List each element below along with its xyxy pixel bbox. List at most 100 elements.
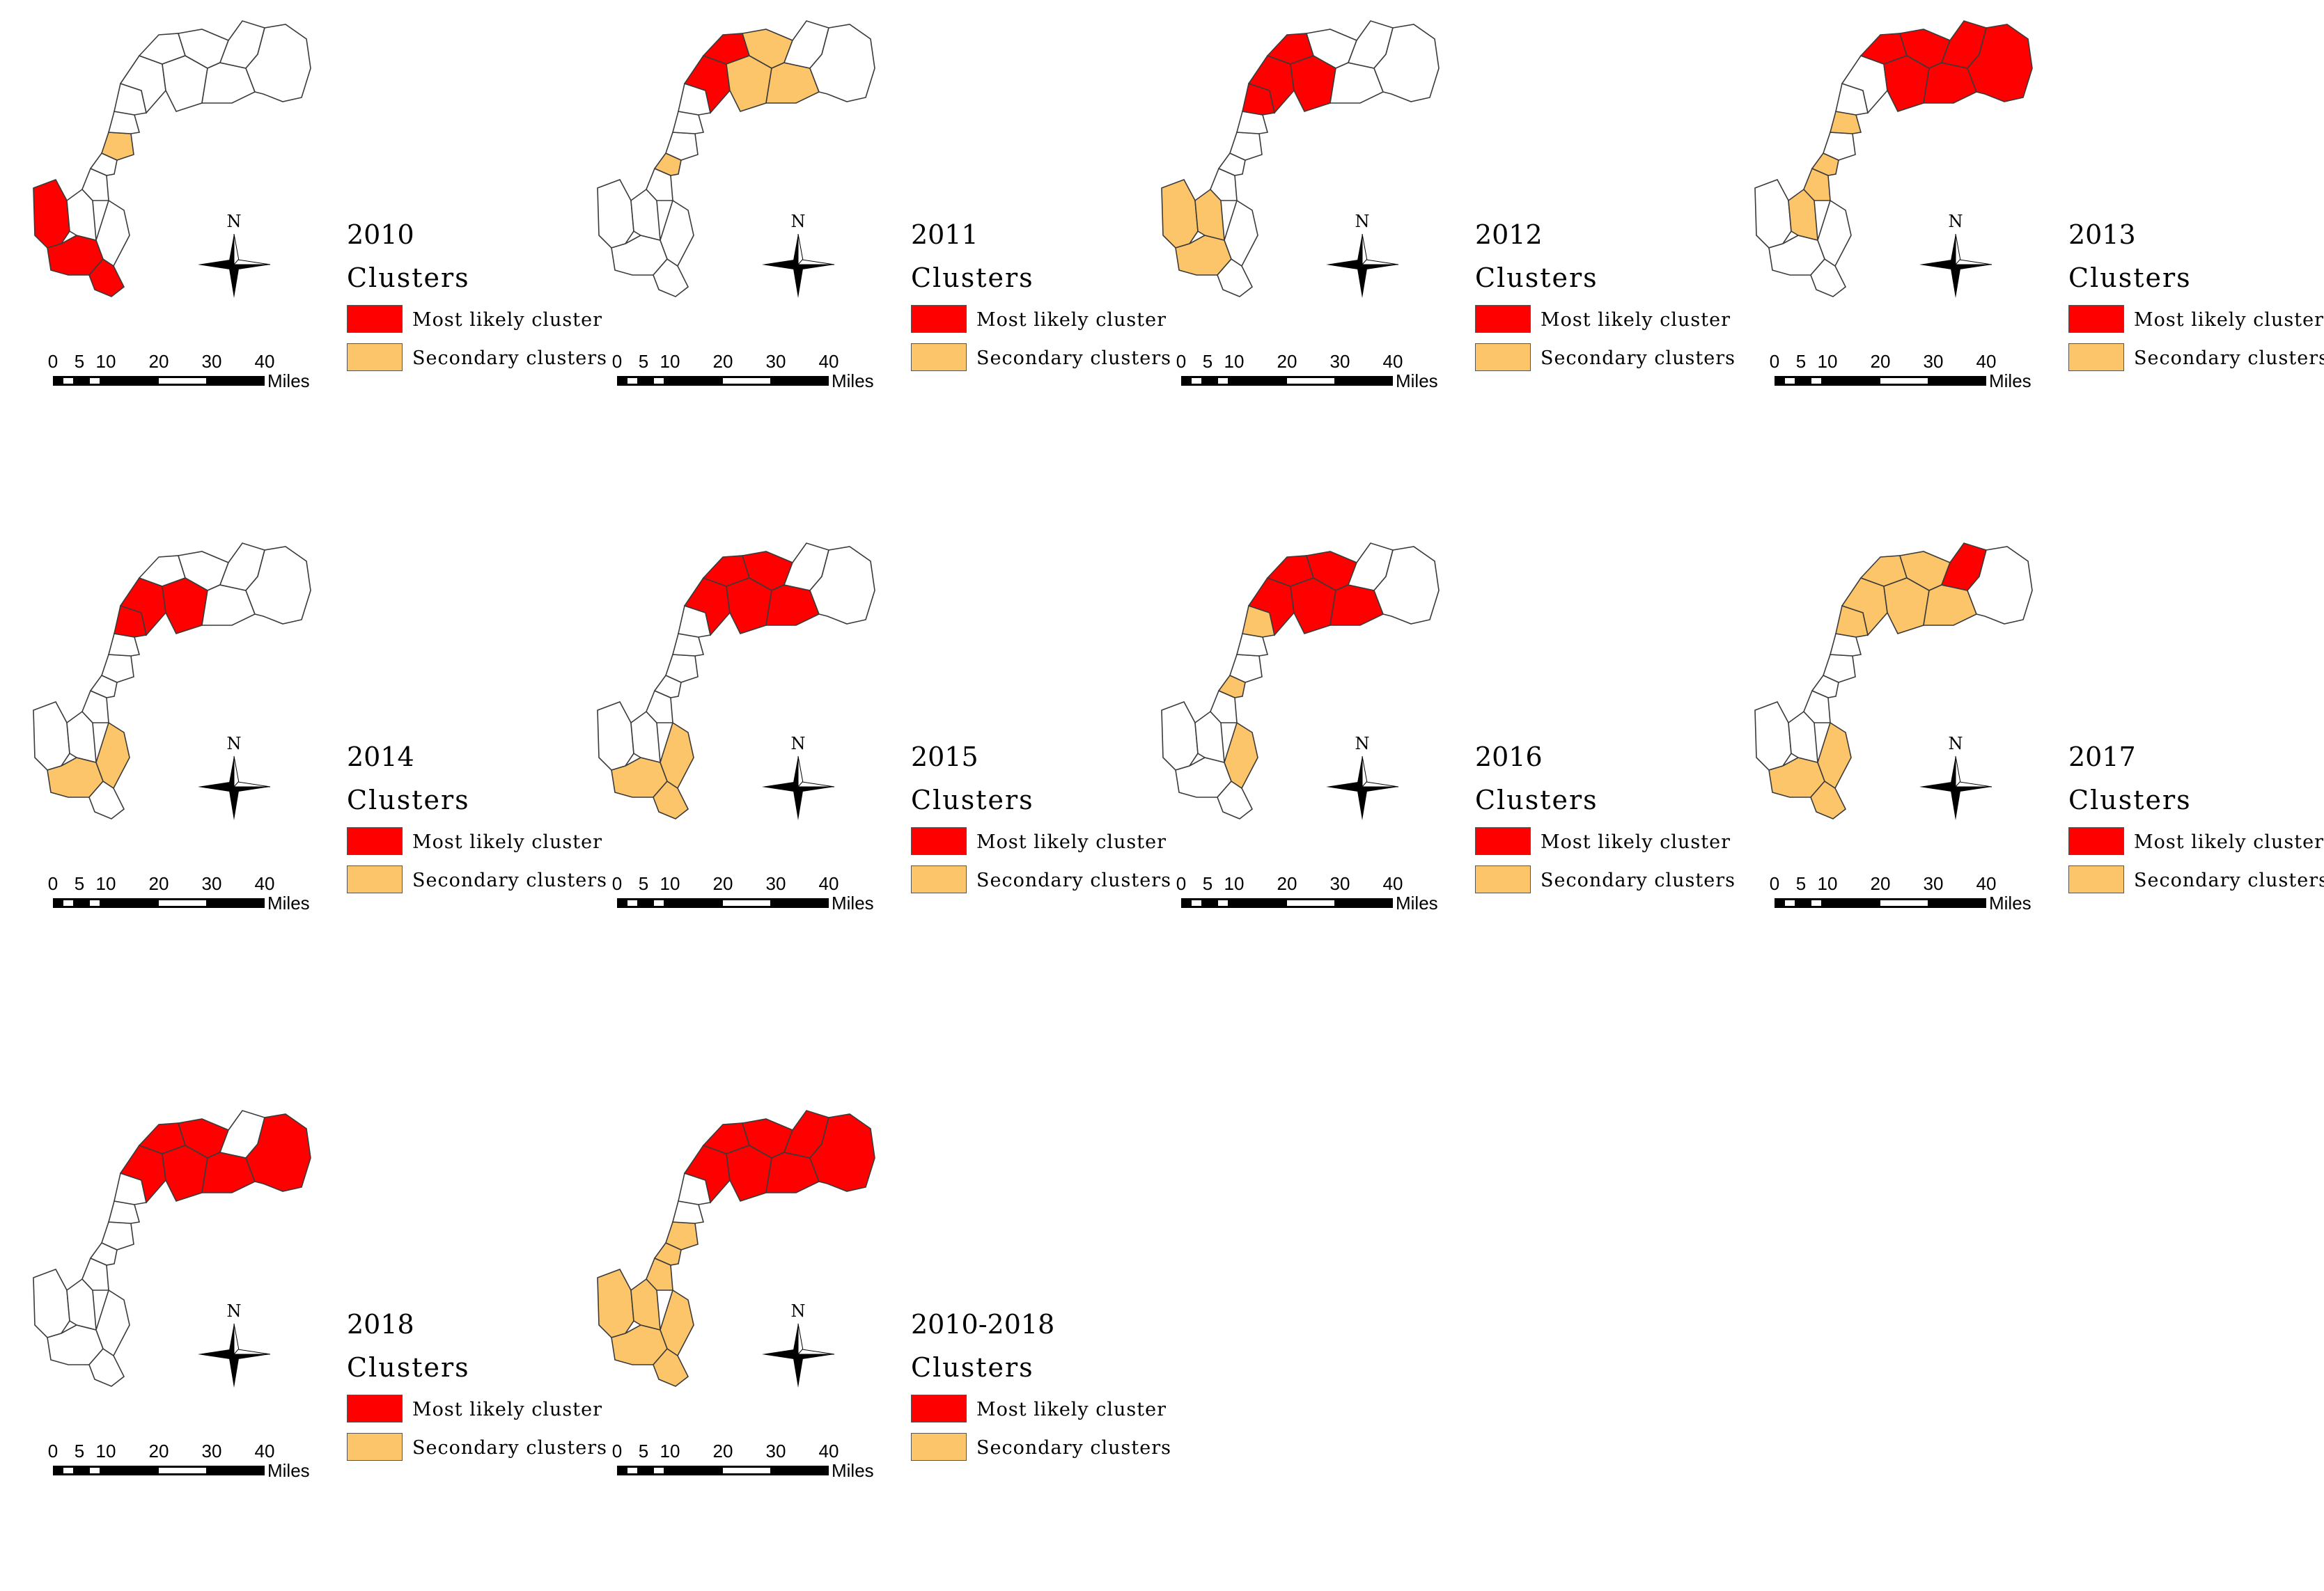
map-panel: N 0 5 10 20 30 40 Miles 2012 Clusters Most likely … [1148,14,1735,501]
compass-north-label: N [1355,212,1370,231]
compass-highlight [233,1349,271,1355]
map-region-r6 [653,1242,682,1266]
map-region-r8 [1235,111,1269,134]
scale-tick-label: 0 [612,1441,622,1461]
legend-item-most-likely: Most likely cluster [347,827,602,858]
legend-item-most-likely: Most likely cluster [1475,827,1730,858]
scale-tick-label: 40 [1976,873,1997,894]
compass-north-label: N [791,734,806,753]
scale-tick-label: 20 [149,351,169,372]
legend-label-secondary: Secondary clusters [2134,347,2324,369]
scale-tick-label: 10 [1224,351,1245,372]
map-region-r16 [245,546,311,625]
scale-bar-segment [63,1468,73,1473]
north-arrow-icon: N [1326,734,1399,820]
scale-tick-label: 0 [48,1441,58,1461]
scale-tick-label: 40 [819,1441,839,1461]
map-region-r7 [1229,654,1263,683]
panel-year-title: 2014 [347,742,414,772]
map-region-r16 [1967,24,2033,102]
compass-highlight [1954,259,1992,265]
scale-bar-segment [654,1468,664,1473]
scale-tick-label: 30 [1330,351,1350,372]
map-region-r0 [597,1269,634,1338]
north-arrow-icon: N [762,1301,835,1388]
compass-highlight [233,259,271,265]
legend-title: Clusters [2068,785,2192,815]
map-region-r8 [107,633,141,657]
compass-north-label: N [227,1301,242,1321]
compass-north-label: N [791,1301,806,1321]
scale-bar-segment [627,1468,637,1473]
scale-tick-label: 20 [1871,873,1891,894]
compass-west-point [198,782,234,792]
map-region-r6 [1217,675,1246,698]
legend-swatch-secondary [1475,865,1531,893]
legend: 2015 Clusters Most likely cluster Secondary… [911,742,1171,909]
scale-bar-segment [1785,900,1795,906]
county-map [1754,542,2033,820]
legend-item-secondary: Secondary clusters [911,1433,1171,1464]
scale-bar-segment [627,378,637,384]
scale-bar-segment [1811,378,1821,384]
compass-highlight [797,259,835,265]
panel-year-title: 2010 [347,219,414,250]
compass-south-point [1951,265,1960,298]
map-region-r5 [1224,199,1258,267]
scale-bar-segment [159,1468,206,1473]
map-region-r7 [101,132,134,161]
scale-tick-label: 10 [96,351,116,372]
legend: 2013 Clusters Most likely cluster Secondary… [2068,219,2324,386]
legend-swatch-most-likely [1475,305,1531,333]
scale-tick-label: 5 [1203,351,1212,372]
compass-north-label: N [227,734,242,753]
scale-unit-label: Miles [1989,370,2031,391]
scale-unit-label: Miles [267,1460,310,1481]
map-region-r16 [245,24,311,102]
scale-unit-label: Miles [832,370,874,391]
legend: 2018 Clusters Most likely cluster Secondary… [347,1309,607,1476]
north-arrow-icon: N [1919,212,1992,298]
legend-label-secondary: Secondary clusters [412,347,607,369]
legend-swatch-most-likely [2068,305,2124,333]
scale-bar-segment [1218,378,1228,384]
scale-bar-segment [723,900,770,906]
map-region-r7 [665,1221,699,1251]
scale-bar-segment [654,378,664,384]
compass-south-point [793,265,803,298]
panel-year-title: 2015 [911,742,978,772]
map-region-r0 [597,701,634,771]
scale-bar-segment [159,900,206,906]
scale-tick-label: 5 [75,351,84,372]
map-region-r8 [1829,111,1862,134]
map-region-r7 [665,654,699,683]
north-arrow-icon: N [198,734,271,820]
panel-year-title: 2010-2018 [911,1309,1055,1340]
scale-tick-label: 20 [713,873,733,894]
compass-highlight [1361,259,1399,265]
map-region-r5 [660,1289,694,1357]
north-arrow-icon: N [198,1301,271,1388]
map-region-r5 [1817,721,1852,790]
scale-tick-label: 20 [1871,351,1891,372]
map-region-r8 [671,633,705,657]
scale-tick-label: 10 [660,873,680,894]
scale-bar-segment [159,378,206,384]
scale-tick-label: 20 [713,1441,733,1461]
legend-item-most-likely: Most likely cluster [2068,827,2323,858]
map-region-r0 [1161,179,1199,249]
map-region-r8 [671,111,705,134]
map-region-r0 [597,179,634,249]
compass-highlight [797,781,835,787]
scale-bar-segment [1287,378,1334,384]
map-region-r16 [809,1113,875,1192]
compass-south-point [793,1354,803,1388]
map-region-r8 [1235,633,1269,657]
map-region-r6 [653,152,682,176]
scale-unit-label: Miles [1989,893,2031,914]
compass-west-point [198,1349,234,1359]
map-region-r7 [1823,654,1856,683]
map-panel: N 0 5 10 20 30 40 Miles 2018 Clusters Most likely … [20,1104,607,1591]
